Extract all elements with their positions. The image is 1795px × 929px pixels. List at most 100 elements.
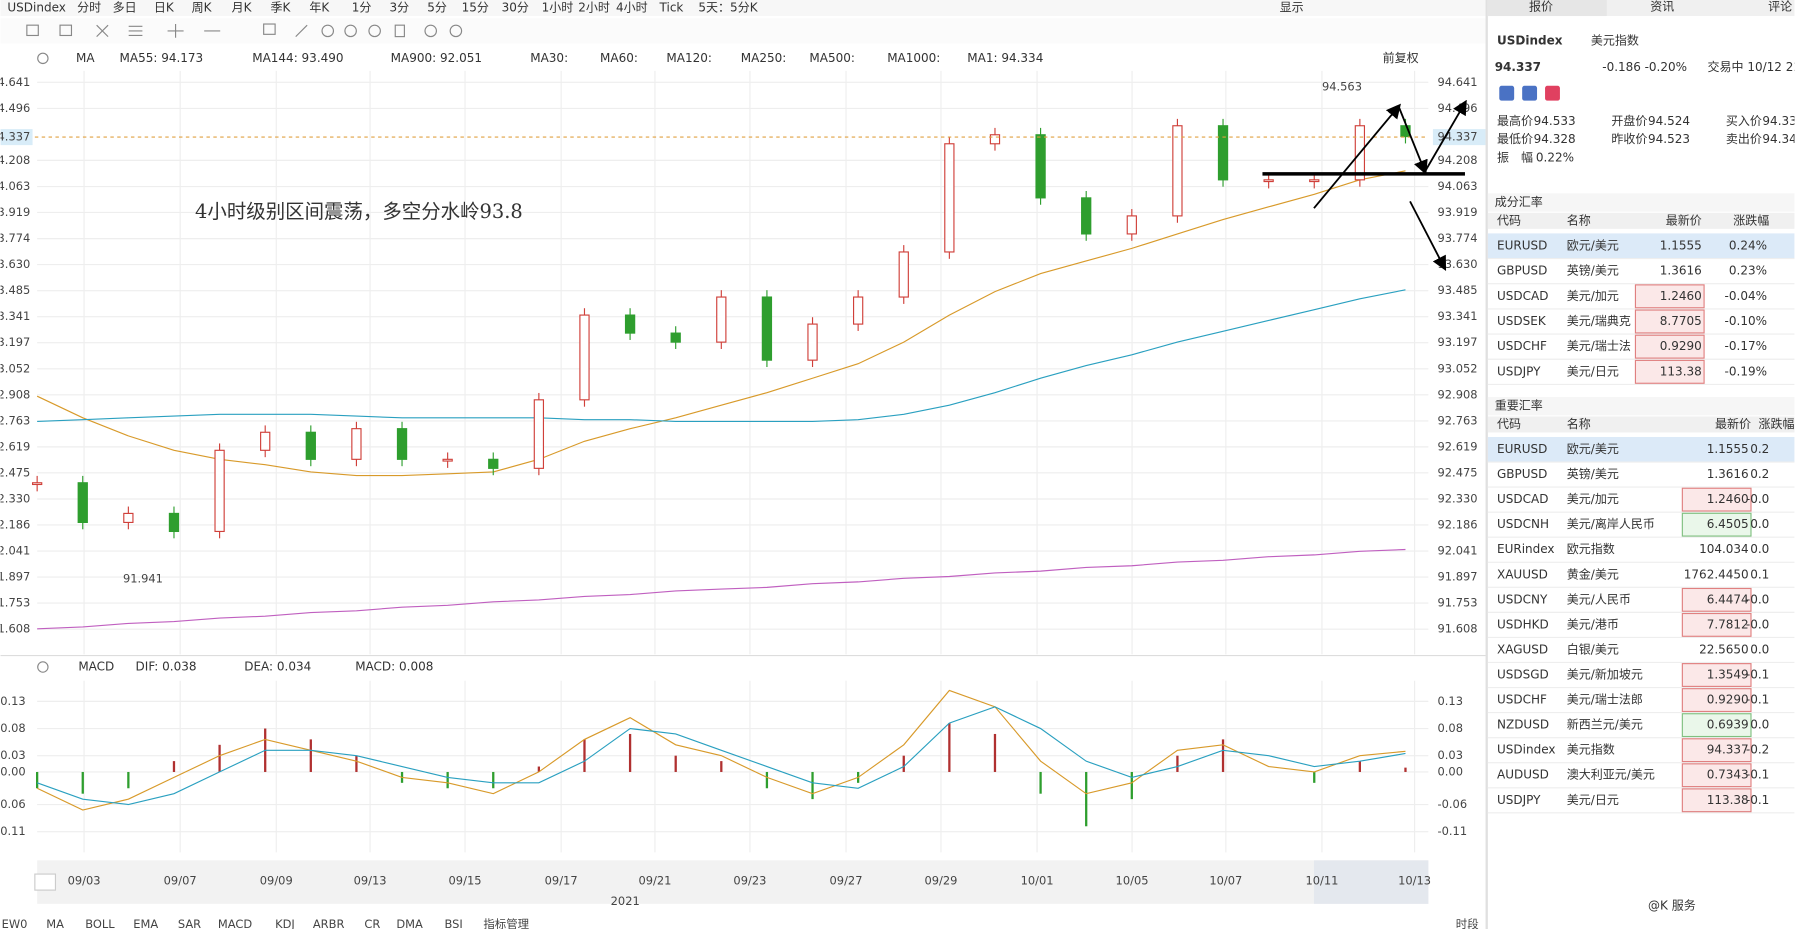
row-highlight — [1487, 233, 1795, 259]
period-tab[interactable]: 30分 — [502, 1, 529, 15]
navigator-handle[interactable] — [34, 873, 57, 891]
code-cell: XAUUSD — [1497, 567, 1548, 581]
x-tick-label: 09/15 — [449, 873, 482, 887]
indicator-tab[interactable]: DMA — [396, 917, 423, 929]
indicator-tab[interactable]: MA — [46, 917, 64, 929]
cell-highlight — [1634, 309, 1705, 334]
y-tick-label-left: 0.13 — [0, 694, 25, 708]
display-menu[interactable]: 显示 — [1280, 1, 1304, 15]
name-cell: 美元/港币 — [1567, 617, 1619, 631]
ma-line — [37, 548, 1406, 630]
cell-highlight — [1681, 612, 1752, 637]
header-bg — [1487, 416, 1795, 433]
y-tick-label-left: 93.341 — [0, 309, 30, 323]
candle — [716, 296, 727, 343]
code-cell: EURindex — [1497, 542, 1555, 556]
panel-tab[interactable]: 资讯 — [1650, 0, 1674, 13]
candle — [807, 323, 818, 361]
x-tick-label: 09/03 — [68, 873, 101, 887]
indicator-tab[interactable]: BSI — [444, 917, 462, 929]
period-tab[interactable]: 多日 — [113, 1, 137, 15]
indicator-tab[interactable]: SAR — [178, 917, 201, 929]
panel-symbol: USDindex — [1497, 34, 1563, 48]
candle — [989, 134, 1001, 145]
ma-legend: MA30: — [530, 51, 568, 65]
period-tab[interactable]: 周K — [192, 1, 213, 15]
row-price: 94.337 — [1707, 743, 1749, 757]
x-tick-label: 10/05 — [1116, 873, 1149, 887]
panel-icon[interactable] — [1499, 85, 1515, 101]
indicator-tab[interactable]: MACD — [218, 917, 252, 929]
trend-annotations — [1262, 99, 1467, 271]
panel-icon[interactable] — [1545, 85, 1560, 101]
row-name: 美元/瑞典克 — [1567, 314, 1631, 328]
table-header: 代码 — [1497, 417, 1521, 431]
period-tab[interactable]: 1分 — [352, 1, 372, 15]
section-bg — [1487, 193, 1795, 212]
adjust-toggle[interactable]: 前复权 — [1383, 50, 1419, 65]
indicator-tab[interactable]: BOLL — [85, 917, 115, 929]
period-tab[interactable]: 5天：5分K — [698, 1, 758, 15]
code-cell: GBPUSD — [1497, 467, 1547, 481]
period-tab[interactable]: 15分 — [462, 1, 489, 15]
period-tab[interactable]: 1小时 — [542, 1, 574, 15]
name-cell: 美元/瑞士法 — [1567, 339, 1631, 353]
row-price: 1.3549 — [1707, 668, 1749, 682]
period-tab[interactable]: 2小时 — [578, 1, 610, 15]
y-tick-label: 91.753 — [1438, 596, 1478, 610]
indicator-tab[interactable]: EMA — [133, 917, 158, 929]
indicator-tab[interactable]: IEW0 — [0, 917, 28, 929]
ma-legend: MA250: — [741, 51, 787, 65]
row-code: USDJPY — [1497, 364, 1541, 378]
y-tick-label-left: 91.897 — [0, 570, 30, 584]
period-tab[interactable]: 3分 — [390, 1, 410, 15]
last-price-label-left: 94.337 — [0, 130, 30, 144]
row-code: USDCNY — [1497, 592, 1548, 606]
last-price-box-left — [0, 129, 33, 146]
y-tick-label: 93.919 — [1438, 205, 1478, 219]
panel-price: 94.337 — [1495, 60, 1541, 74]
row-change: -0.10% — [1725, 314, 1767, 328]
year-label: 2021 — [611, 894, 640, 908]
candle — [579, 314, 590, 401]
indicator-tab[interactable]: ARBR — [313, 917, 345, 929]
candle — [168, 512, 180, 533]
y-tick-label-left: 94.496 — [0, 101, 30, 115]
section-bg — [1487, 396, 1795, 416]
name-cell: 英镑/美元 — [1567, 263, 1619, 278]
row-code: USDSEK — [1497, 314, 1547, 328]
code-cell: EURUSD — [1497, 238, 1547, 252]
table-header: 代码 — [1497, 213, 1521, 227]
period-tab[interactable]: 分时 — [77, 1, 101, 15]
period-tab[interactable]: 5分 — [427, 1, 447, 15]
name-cell: 黄金/美元 — [1567, 566, 1619, 581]
candle — [624, 314, 636, 334]
panel-tab[interactable]: 评论 — [1768, 0, 1792, 13]
y-tick-label-left: 94.063 — [0, 179, 30, 193]
period-tab[interactable]: Tick — [659, 1, 684, 15]
row-name: 白银/美元 — [1567, 641, 1619, 656]
row-code: USDCHF — [1497, 693, 1547, 707]
row-name: 美元/瑞士法郎 — [1567, 693, 1643, 707]
period-tab[interactable]: 日K — [154, 1, 175, 15]
candle — [1035, 134, 1046, 199]
row-change: -0.0 — [1746, 592, 1769, 606]
session-tab[interactable]: 时段 — [1456, 917, 1479, 929]
period-tab[interactable]: 月K — [232, 1, 253, 15]
row-name: 美元/人民币 — [1567, 592, 1631, 606]
stat-label: 卖出价 — [1726, 132, 1762, 146]
indicator-tab[interactable]: KDJ — [275, 917, 295, 929]
high-label: 94.563 — [1322, 79, 1362, 93]
period-tab[interactable]: 年K — [309, 1, 330, 15]
y-tick-label: 91.897 — [1438, 570, 1478, 584]
period-tab[interactable]: 4小时 — [616, 1, 648, 15]
row-code: AUDUSD — [1497, 768, 1549, 782]
period-tab[interactable]: 季K — [271, 1, 292, 15]
panel-tab[interactable]: 报价 — [1529, 0, 1553, 13]
indicator-tab[interactable]: 指标管理 — [483, 917, 529, 929]
panel-icon[interactable] — [1522, 85, 1538, 101]
table-header: 涨跌幅 — [1758, 416, 1794, 431]
row-price: 6.4474 — [1707, 592, 1749, 606]
macd-legend: MACD — [78, 660, 114, 674]
indicator-tab[interactable]: CR — [364, 917, 380, 929]
